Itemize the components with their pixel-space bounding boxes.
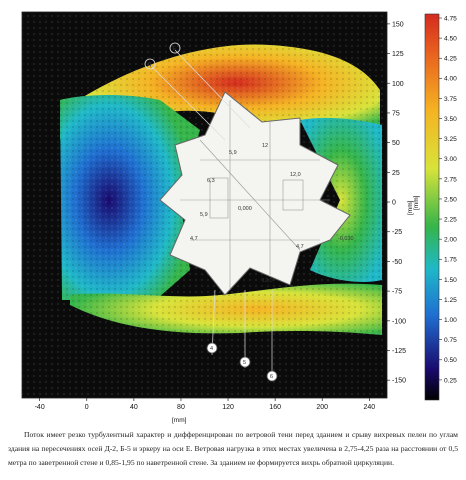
y-axis: 150 125 100 75 50 25 0 -25 -50 -75 -100 -125 -150 (387, 21, 406, 385)
colorbar-tick-label: 2.75 (444, 176, 457, 183)
colorbar-tick-label: 4.25 (444, 56, 457, 63)
building-outline (159, 91, 351, 296)
y-tick-label: -50 (392, 259, 402, 266)
y-tick-label: -75 (392, 289, 402, 296)
room-label: 6,3 (207, 178, 215, 184)
x-axis: -40 0 40 80 120 160 200 240 (35, 398, 375, 411)
room-label: 12 (262, 143, 268, 149)
y-tick-label: -100 (392, 318, 406, 325)
colorbar (424, 13, 440, 401)
building-plan: 5,9 6,3 12 12,0 0,000 5,9 4,7 4,7 12,0 -… (159, 91, 354, 296)
y-tick-label: -125 (392, 348, 406, 355)
colorbar-tick-label: 0.75 (444, 337, 457, 344)
room-label: 5,9 (200, 212, 208, 218)
x-axis-label: [mm] (172, 417, 187, 424)
y-tick-label: 150 (392, 21, 404, 28)
x-tick-label: 160 (269, 404, 281, 411)
colorbar-tick-label: 1.75 (444, 257, 457, 264)
colorbar-tick-label: 4.00 (444, 76, 457, 83)
room-label: 0,000 (238, 206, 252, 212)
room-label: -0,030 (338, 236, 354, 242)
room-label: 4,7 (190, 236, 198, 242)
colorbar-tick-label: 0.50 (444, 357, 457, 364)
room-label: 12,0 (262, 278, 273, 284)
colorbar-tick-label: 1.50 (444, 277, 457, 284)
colorbar-tick-label: 3.75 (444, 96, 457, 103)
x-tick-label: 200 (316, 404, 328, 411)
axis-marker-6: 6 (270, 374, 273, 380)
y-tick-label: 25 (392, 170, 400, 177)
x-tick-label: 120 (222, 404, 234, 411)
colorbar-tick-label: 2.00 (444, 237, 457, 244)
colorbar-label: [mm] (413, 195, 420, 210)
colorbar-tick-label: 3.25 (444, 136, 457, 143)
axis-marker-labels: E Д 4 5 6 (144, 42, 278, 382)
y-tick-label: 125 (392, 51, 404, 58)
y-tick-label: 50 (392, 140, 400, 147)
y-axis-label: [mm] (407, 200, 414, 215)
colorbar-tick-label: 0.25 (444, 377, 457, 384)
axis-marker-4: 4 (210, 346, 213, 352)
colorbar-tick-label: 4.50 (444, 36, 457, 43)
plot-frame (21, 11, 388, 399)
room-label: 5,9 (229, 150, 237, 156)
y-tick-label: 100 (392, 81, 404, 88)
room-label: 4,7 (296, 244, 304, 250)
colorbar-tick-label: 2.25 (444, 216, 457, 223)
y-tick-label: -25 (392, 229, 402, 236)
colorbar-tick-label: 1.25 (444, 297, 457, 304)
x-tick-label: 0 (85, 404, 89, 411)
colorbar-axis: 4.75 4.50 4.25 4.00 3.75 3.50 3.25 3.00 2.75 2.50… (439, 15, 457, 384)
y-tick-label: 75 (392, 110, 400, 117)
colorbar-tick-label: 2.50 (444, 196, 457, 203)
colorbar-tick-label: 1.00 (444, 317, 457, 324)
axis-marker-d: Д (148, 62, 152, 68)
x-tick-label: 40 (130, 404, 138, 411)
y-tick-label: -150 (392, 378, 406, 385)
axis-marker-5: 5 (243, 360, 246, 366)
colorbar-tick-label: 3.00 (444, 156, 457, 163)
colorbar-tick-label: 3.50 (444, 116, 457, 123)
figure-caption: Поток имеет резко турбулентный характер … (8, 430, 458, 467)
axis-markers (149, 49, 273, 380)
y-tick-label: 0 (392, 200, 396, 207)
x-tick-label: 240 (363, 404, 375, 411)
x-tick-label: -40 (35, 404, 45, 411)
axis-marker-e: E (173, 46, 177, 52)
room-label: 12,0 (290, 172, 301, 178)
x-tick-label: 80 (177, 404, 185, 411)
colorbar-tick-label: 4.75 (444, 15, 457, 22)
